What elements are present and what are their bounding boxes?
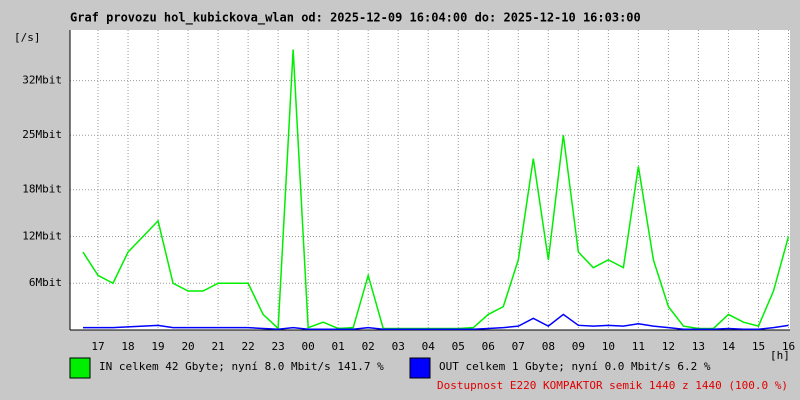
chart-title: Graf provozu hol_kubickova_wlan od: 2025…	[70, 11, 641, 26]
series-line	[82, 49, 790, 331]
x-tick-label: 11	[632, 340, 645, 353]
x-tick-label: 00	[302, 340, 315, 353]
plot-area	[70, 30, 790, 330]
x-tick-label: 10	[602, 340, 615, 353]
x-tick-label: 19	[151, 340, 164, 353]
x-tick-label: 12	[662, 340, 675, 353]
legend-swatch	[69, 357, 91, 379]
y-tick-label: 25Mbit	[22, 128, 62, 141]
x-tick-label: 17	[91, 340, 104, 353]
x-tick-label: 18	[121, 340, 134, 353]
x-tick-label: 09	[572, 340, 585, 353]
x-tick-label: 15	[752, 340, 765, 353]
x-tick-label: 06	[482, 340, 495, 353]
series-line	[82, 313, 789, 330]
x-tick-label: 22	[241, 340, 254, 353]
legend-label: OUT celkem 1 Gbyte; nyní 0.0 Mbit/s 6.2 …	[439, 360, 711, 373]
y-tick-label: 6Mbit	[29, 276, 62, 289]
y-tick-label: 12Mbit	[22, 229, 62, 242]
legend-swatch	[409, 357, 431, 379]
x-tick-label: 04	[422, 340, 436, 353]
x-tick-label: 13	[692, 340, 705, 353]
y-tick-label: 18Mbit	[22, 183, 62, 196]
x-tick-label: 01	[332, 340, 345, 353]
x-tick-label: 14	[722, 340, 736, 353]
x-tick-label: 08	[542, 340, 555, 353]
x-tick-label: 23	[272, 340, 285, 353]
x-tick-label: 21	[211, 340, 224, 353]
availability: Dostupnost E220 KOMPAKTOR semik 1440 z 1…	[437, 379, 788, 392]
x-tick-label: 07	[512, 340, 525, 353]
x-tick-label: 05	[452, 340, 465, 353]
x-tick-label: 16	[782, 340, 795, 353]
x-tick-label: 20	[181, 340, 194, 353]
y-axis-label: [/s]	[14, 31, 41, 44]
x-tick-label: 02	[362, 340, 375, 353]
x-tick-label: 03	[392, 340, 405, 353]
legend-label: IN celkem 42 Gbyte; nyní 8.0 Mbit/s 141.…	[99, 360, 384, 373]
y-tick-label: 32Mbit	[22, 74, 62, 87]
x-axis-label: [h]	[770, 349, 790, 362]
